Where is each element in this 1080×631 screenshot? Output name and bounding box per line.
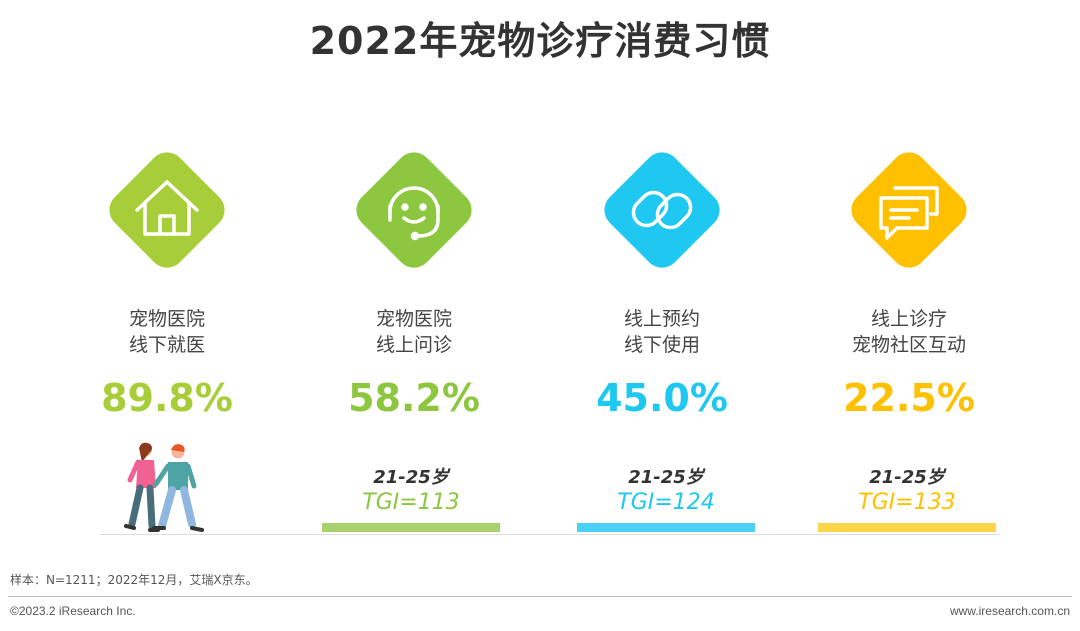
diamond-shape <box>109 152 225 268</box>
metric-value: 22.5% <box>843 376 975 420</box>
diamond-shape <box>604 152 720 268</box>
diamond-badge <box>839 140 979 280</box>
tgi-block-online-treatment: 21-25岁 TGI=133 <box>818 466 996 532</box>
label-line-2: 线上问诊 <box>375 334 452 356</box>
metric-value: 89.8% <box>101 376 233 420</box>
tgi-bar <box>322 523 500 532</box>
sample-note: 样本：N=1211；2022年12月，艾瑞X京东。 <box>10 573 258 587</box>
website-link[interactable]: www.iresearch.com.cn <box>949 604 1070 618</box>
metric-label: 线上诊疗 宠物社区互动 <box>799 306 1019 358</box>
diamond-badge <box>344 140 484 280</box>
tgi-value: TGI=133 <box>858 490 956 515</box>
link-icon <box>631 190 693 230</box>
page-title: 2022年宠物诊疗消费习惯 <box>309 19 771 63</box>
metric-card-online-consult: 宠物医院 线上问诊 58.2% <box>304 140 524 420</box>
label-line-1: 宠物医院 <box>128 308 205 330</box>
metric-label: 线上预约 线下使用 <box>552 306 772 358</box>
diamond-badge <box>97 140 237 280</box>
chat-bubbles-icon <box>879 186 939 240</box>
footer-divider <box>8 596 1072 597</box>
tgi-value: TGI=124 <box>617 490 715 515</box>
metric-card-offline-visit: 宠物医院 线下就医 89.8% <box>57 140 277 420</box>
baseline-divider <box>100 534 1000 535</box>
metric-card-online-booking: 线上预约 线下使用 45.0% <box>552 140 772 420</box>
label-line-1: 宠物医院 <box>375 308 452 330</box>
age-group: 21-25岁 <box>373 467 449 488</box>
age-group: 21-25岁 <box>628 467 704 488</box>
copyright-text: ©2023.2 iResearch Inc. <box>10 604 136 618</box>
walking-couple-illustration <box>124 442 204 532</box>
tgi-block-online-consult: 21-25岁 TGI=113 <box>322 466 500 532</box>
metric-value: 45.0% <box>596 376 728 420</box>
metric-value: 58.2% <box>348 376 480 420</box>
label-line-1: 线上预约 <box>623 308 700 330</box>
metric-label: 宠物医院 线上问诊 <box>304 306 524 358</box>
house-icon <box>135 180 199 236</box>
age-group: 21-25岁 <box>869 467 945 488</box>
metric-label: 宠物医院 线下就医 <box>57 306 277 358</box>
label-line-2: 宠物社区互动 <box>851 334 966 356</box>
diamond-shape <box>356 152 472 268</box>
tgi-value: TGI=113 <box>362 490 460 515</box>
tgi-bar <box>577 523 755 532</box>
label-line-2: 线下就医 <box>128 334 205 356</box>
diamond-badge <box>592 140 732 280</box>
tgi-block-online-booking: 21-25岁 TGI=124 <box>577 466 755 532</box>
metric-card-online-treatment: 线上诊疗 宠物社区互动 22.5% <box>799 140 1019 420</box>
label-line-1: 线上诊疗 <box>870 308 947 330</box>
headset-smile-icon <box>388 186 440 241</box>
tgi-bar <box>818 523 996 532</box>
label-line-2: 线下使用 <box>623 334 700 356</box>
